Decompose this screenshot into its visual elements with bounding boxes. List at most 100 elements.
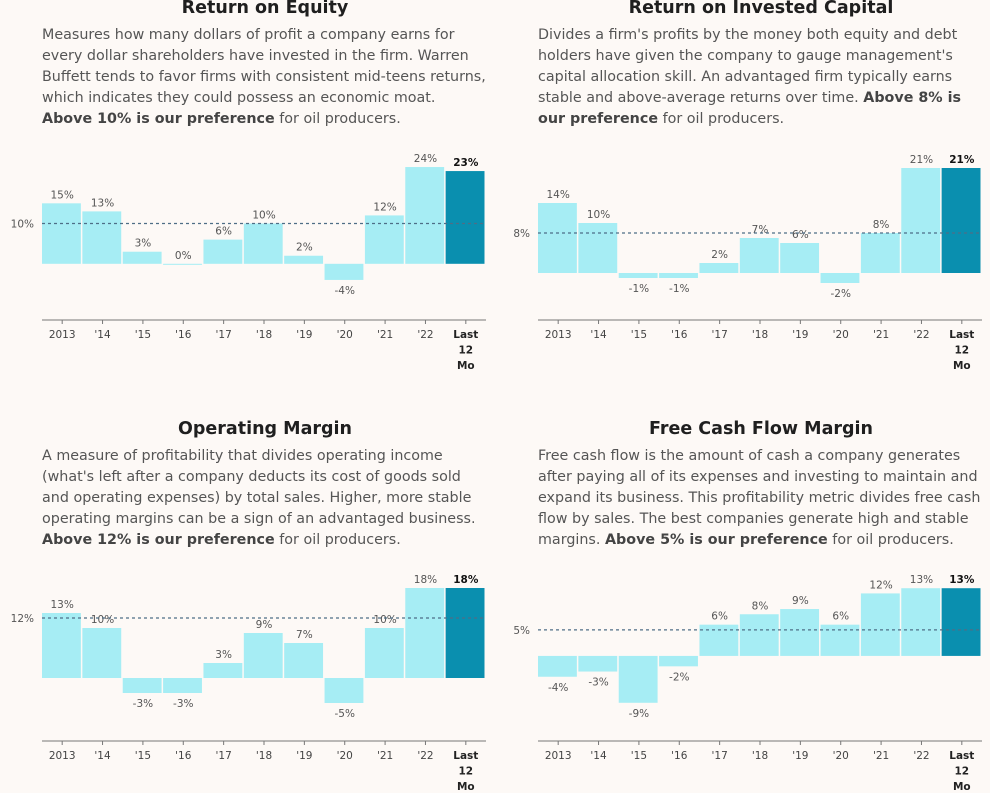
roe-bar [203,239,243,264]
roic-bar [578,223,618,273]
roic-x-tick-label: Last 12 Mo [949,329,974,372]
fcf-margin-x-tick-label: '14 [590,750,607,762]
fcf-margin-bar [538,655,577,677]
fcf-margin-bar [578,655,618,672]
roe-bar [122,251,162,264]
fcf-margin-value-label: 12% [869,579,892,591]
fcf-margin-panel: Free Cash Flow Margin Free cash flow is … [538,418,984,551]
roic-value-label: -1% [629,283,649,295]
roe-bar [42,203,81,264]
operating-margin-value-label: -5% [335,708,355,720]
roic-value-label: 14% [547,189,570,201]
operating-margin-x-tick-label: '16 [175,750,192,762]
fcf-margin-x-tick-label: '19 [792,750,808,762]
roe-x-tick-label: Last 12 Mo [453,329,478,372]
fcf-margin-value-label: -9% [629,708,649,720]
operating-margin-value-label: 10% [373,614,396,626]
operating-margin-x-tick-label: '22 [417,750,433,762]
operating-margin-value-label: 18% [453,574,479,586]
roic-value-label: -1% [669,283,689,295]
roe-panel: Return on Equity Measures how many dolla… [42,0,488,130]
roic-value-label: -2% [831,288,851,300]
roe-x-tick-label: '17 [216,329,232,341]
operating-margin-value-label: 7% [296,629,313,641]
roe-value-label: 15% [51,189,74,201]
roic-bar [860,233,900,273]
operating-margin-bar [82,628,122,678]
operating-margin-bar [203,663,243,678]
fcf-margin-x-tick-label: '20 [833,750,849,762]
operating-margin-x-tick-label: '19 [296,750,312,762]
roe-title: Return on Equity [181,0,349,18]
fcf-margin-value-label: 6% [711,611,728,623]
operating-margin-value-label: 3% [215,649,232,661]
roic-x-tick-label: '20 [833,329,849,341]
roic-value-label: 21% [949,154,975,166]
operating-margin-x-tick-label: '17 [216,750,232,762]
fcf-margin-x-tick-label: '22 [913,750,929,762]
operating-margin-title: Operating Margin [178,419,352,439]
roic-bar [538,203,577,273]
operating-margin-value-label: 9% [256,619,273,631]
fcf-margin-value-label: -2% [669,671,689,683]
operating-margin-description: A measure of profitability that divides … [42,446,488,551]
roic-description-text: Divides a firm's profits by the money bo… [538,27,958,106]
operating-margin-x-tick-label: '21 [377,750,393,762]
roe-value-label: 24% [414,153,437,165]
roic-title: Return on Invested Capital [628,0,894,18]
roe-description: Measures how many dollars of profit a co… [42,25,488,130]
roic-x-tick-label: '18 [752,329,768,341]
operating-margin-x-tick-label: '14 [94,750,111,762]
roe-value-label: 23% [453,157,479,169]
roe-value-label: 3% [135,238,152,250]
fcf-margin-value-label: -3% [588,677,608,689]
roe-bar [163,263,202,265]
roe-value-label: 10% [252,209,275,221]
roe-description-text: Measures how many dollars of profit a co… [42,27,486,106]
operating-margin-description-bold: Above 12% is our preference [42,532,275,548]
roe-x-tick-label: '18 [256,329,272,341]
roe-bar [445,171,485,264]
operating-margin-bar [284,643,324,678]
fcf-margin-threshold-label: 5% [513,625,530,637]
fcf-margin-x-tick-label: 2013 [545,750,572,762]
roe-x-tick-label: '14 [94,329,111,341]
fcf-margin-bar [901,588,941,656]
roic-value-label: 10% [587,209,610,221]
roic-bar [941,168,981,273]
roe-bar [284,255,324,264]
roe-description-tail: for oil producers. [274,111,401,127]
fcf-margin-x-tick-label: Last 12 Mo [949,750,974,793]
roe-x-tick-label: '16 [175,329,192,341]
operating-margin-value-label: 10% [91,614,114,626]
fcf-margin-value-label: -4% [548,682,568,694]
roic-x-tick-label: '22 [913,329,929,341]
fcf-margin-bar [739,614,779,656]
operating-margin-bar [243,633,283,678]
operating-margin-value-label: -3% [173,698,193,710]
roic-threshold-label: 8% [513,228,530,240]
operating-margin-bar [42,613,81,678]
roic-bar [739,238,779,273]
fcf-margin-bar [941,588,981,656]
roe-x-tick-label: 2013 [49,329,76,341]
operating-margin-threshold-label: 12% [11,613,34,625]
operating-margin-x-tick-label: Last 12 Mo [453,750,478,793]
roe-value-label: -4% [335,285,355,297]
fcf-margin-x-tick-label: '18 [752,750,768,762]
roic-bar [618,273,658,278]
operating-margin-x-tick-label: '18 [256,750,272,762]
roe-value-label: 2% [296,242,313,254]
operating-margin-panel: Operating Margin A measure of profitabil… [42,418,488,551]
operating-margin-description-tail: for oil producers. [274,532,401,548]
roic-x-tick-label: '14 [590,329,607,341]
roic-x-tick-label: '15 [631,329,647,341]
fcf-margin-description-text: Free cash flow is the amount of cash a c… [538,448,981,548]
roic-bar [699,263,739,273]
operating-margin-x-tick-label: '15 [135,750,151,762]
operating-margin-bar [364,628,404,678]
roe-x-tick-label: '15 [135,329,151,341]
